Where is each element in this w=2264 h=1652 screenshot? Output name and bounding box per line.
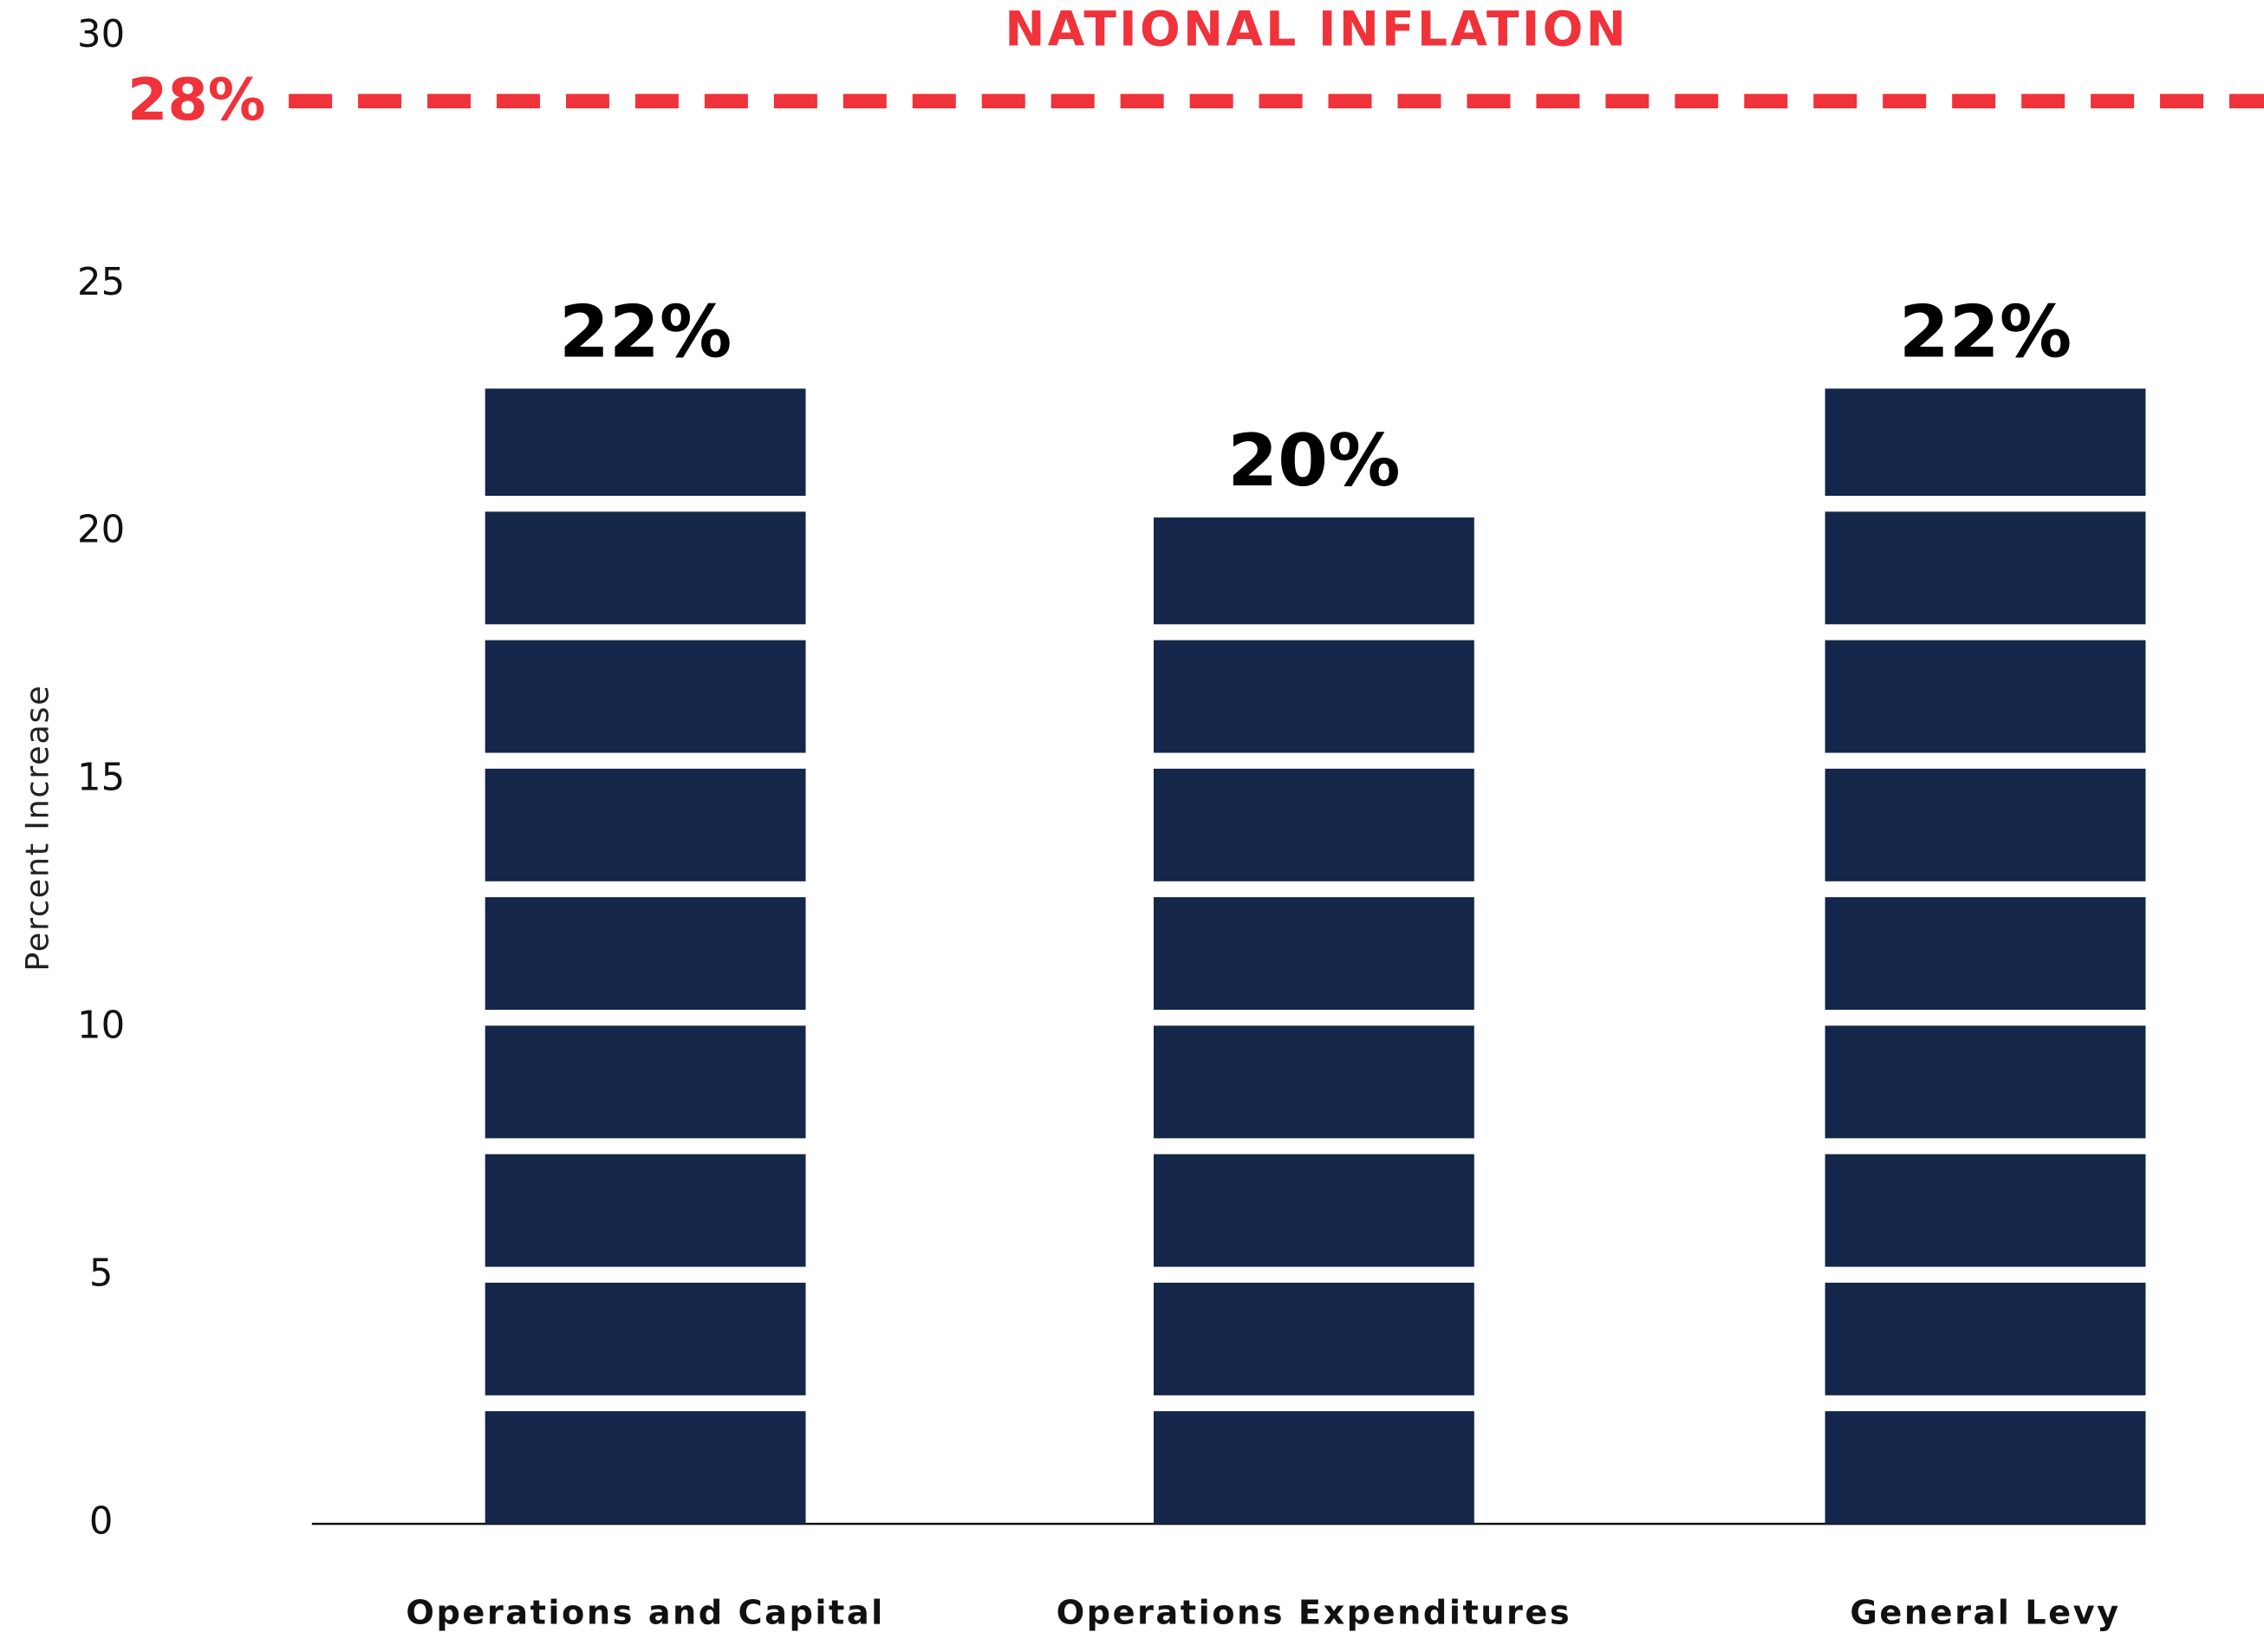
bar-segment [485,1411,806,1525]
bar-segment [1825,1411,2146,1525]
bar-segment [1825,1154,2146,1267]
y-tick-label: 30 [77,13,125,56]
bar [1153,517,1474,1525]
bar [485,388,806,1525]
x-tick-label: General Levy [1850,1594,2120,1633]
bar-segment [1825,897,2146,1011]
y-tick-label: 25 [77,261,125,304]
value-label: 22% [1899,289,2072,374]
bar-segment [485,1154,806,1267]
bar-segment [1153,1154,1474,1267]
bar [1825,388,2146,1525]
bar-segment [1153,1025,1474,1139]
bar-segment [1825,768,2146,881]
bar-segment [485,388,806,497]
y-tick-label: 20 [77,509,125,552]
x-tick-label: Operations and Capital [406,1594,884,1633]
x-tick-label: Operations Expenditures [1057,1594,1572,1633]
y-tick-label: 0 [89,1500,114,1544]
value-label: 20% [1227,419,1400,503]
reference-label: 28% [127,66,265,133]
bar-segment [1153,640,1474,753]
bar-segment [1153,897,1474,1011]
bar-segment [1153,517,1474,625]
bar-segment [1825,388,2146,497]
y-tick-label: 15 [77,757,125,800]
bar-segment [1153,1411,1474,1525]
bar-segment [485,511,806,625]
y-tick-label: 10 [77,1005,125,1048]
reference-title: NATIONAL INFLATION [1005,1,1629,56]
bar-segment [485,1025,806,1139]
bar-segment [485,897,806,1011]
bar-segment [1825,1025,2146,1139]
y-tick-label: 5 [89,1252,114,1296]
bar-segment [485,1282,806,1395]
bar-segment [1153,768,1474,881]
bar-segment [485,768,806,881]
bar-segment [1825,1282,2146,1395]
bar-segment [1825,640,2146,753]
y-axis-label: Percent Increase [18,685,55,972]
bar-segment [1153,1282,1474,1395]
bar-segment [1825,511,2146,625]
value-label: 22% [559,289,732,374]
bar-segment [485,640,806,753]
